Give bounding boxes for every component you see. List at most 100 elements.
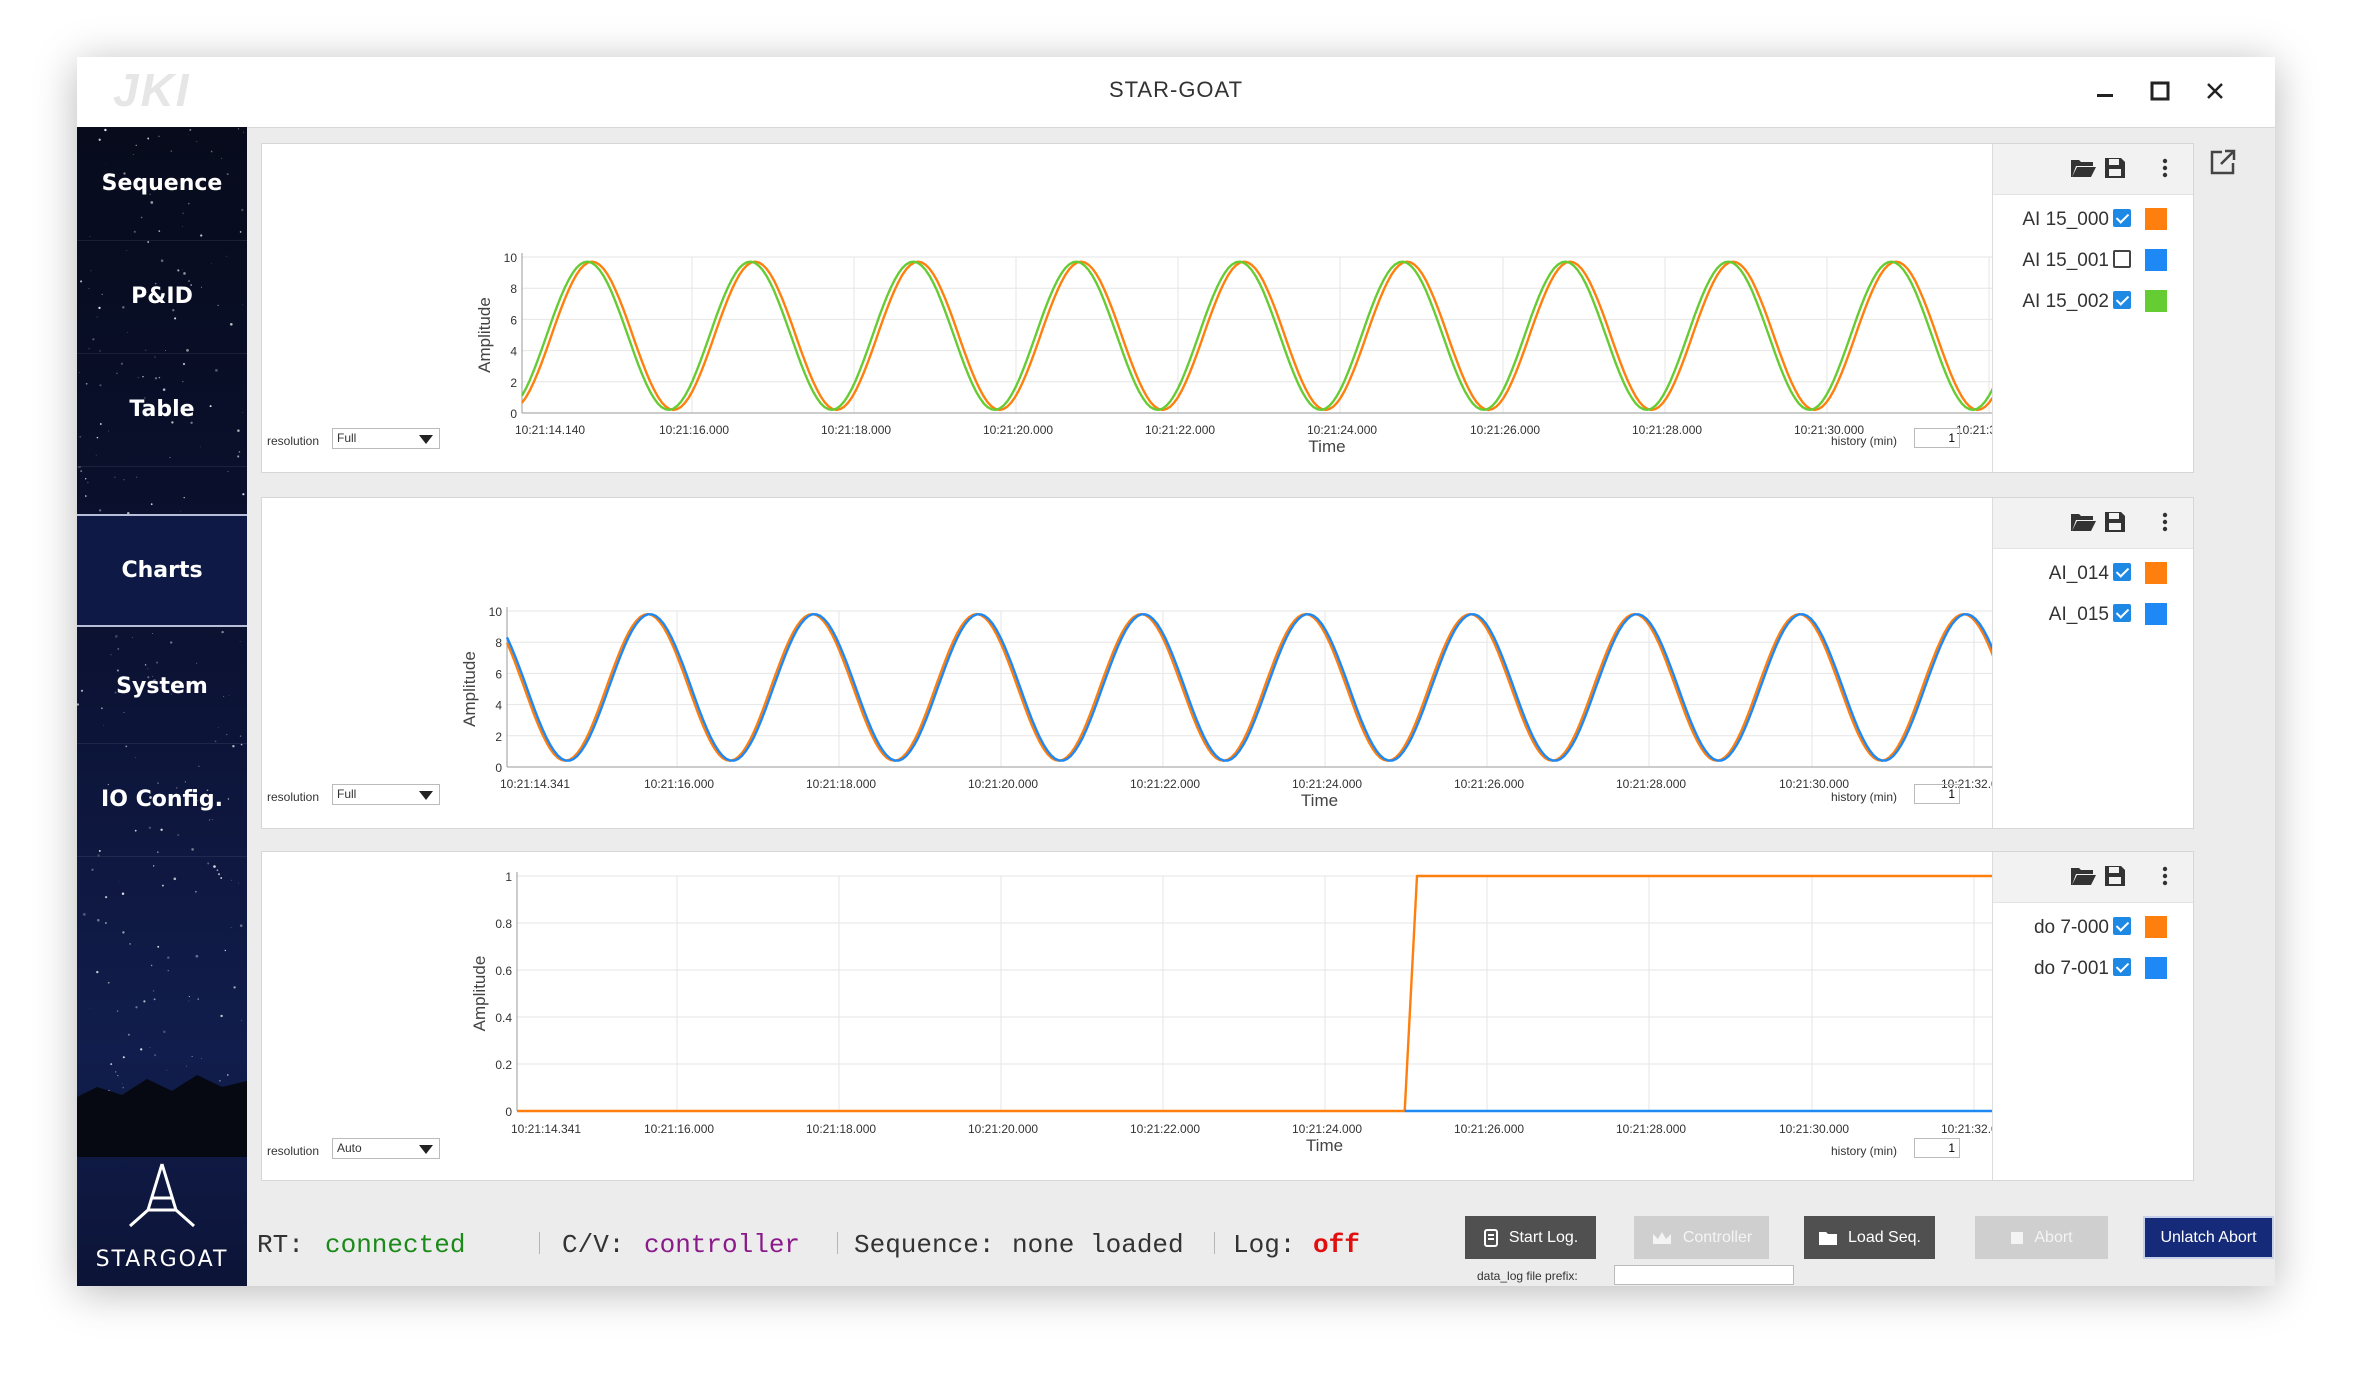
x-tick-label: 10:21:28.000 [1632, 423, 1702, 437]
status-divider [539, 1232, 540, 1254]
series-color-swatch[interactable] [2145, 957, 2167, 979]
save-button[interactable] [2103, 156, 2133, 182]
save-button[interactable] [2103, 510, 2133, 536]
star-dot [99, 384, 102, 387]
maximize-icon [2150, 81, 2170, 101]
legend-toolbar [1993, 144, 2193, 195]
minimize-button[interactable] [2083, 73, 2127, 109]
y-tick-label: 0.6 [495, 964, 512, 978]
start-log-button[interactable]: Start Log. [1465, 1216, 1596, 1259]
more-options-button[interactable] [2155, 864, 2175, 890]
unlatch-abort-button[interactable]: Unlatch Abort [2143, 1216, 2274, 1259]
chart-plot[interactable]: 0 2 4 6 8 10 10:21:14.341 10:21:16.000 10:21:18.… [262, 498, 1993, 828]
star-dot [196, 662, 198, 664]
x-tick-label: 10:21:30.000 [1779, 1122, 1849, 1136]
legend-item: do 7-000 [1993, 913, 2193, 943]
star-dot [96, 436, 99, 439]
star-dot [97, 854, 100, 857]
series-visibility-checkbox[interactable] [2113, 563, 2131, 581]
star-dot [110, 1063, 113, 1066]
legend-area: AI 15_000 AI 15_001 AI 15_002 [1992, 144, 2193, 472]
star-dot [190, 284, 193, 286]
star-dot [187, 202, 190, 205]
history-label: history (min) [1831, 1144, 1898, 1158]
app-window: JKI STAR-GOAT Sequence P&ID Table Charts… [77, 57, 2275, 1286]
more-options-button[interactable] [2155, 156, 2175, 182]
controller-button[interactable]: Controller [1634, 1216, 1769, 1259]
series-visibility-checkbox[interactable] [2113, 209, 2131, 227]
star-dot [140, 1048, 143, 1051]
abort-button[interactable]: Abort [1975, 1216, 2108, 1259]
legend-item: AI 15_002 [1993, 287, 2193, 317]
star-dot [224, 949, 227, 952]
series-visibility-checkbox[interactable] [2113, 917, 2131, 935]
star-dot [154, 282, 157, 285]
resolution-select[interactable]: Full [332, 784, 440, 805]
chart-plot[interactable]: 0 2 4 6 8 10 10:21:14.140 10:21:16.000 10:21:18.… [262, 144, 1993, 472]
star-dot [230, 927, 232, 929]
nav-system[interactable]: System [77, 630, 247, 744]
series-color-swatch[interactable] [2145, 208, 2167, 230]
external-link-icon [2210, 149, 2236, 175]
star-dot [232, 745, 235, 748]
series-color-swatch[interactable] [2145, 916, 2167, 938]
x-tick-label: 10:21:22.000 [1145, 423, 1215, 437]
nav-pid[interactable]: P&ID [77, 240, 247, 354]
nav-charts[interactable]: Charts [77, 514, 247, 627]
x-tick-label: 10:21:22.000 [1130, 1122, 1200, 1136]
star-dot [156, 661, 159, 664]
save-icon [2105, 158, 2125, 178]
chart-plot[interactable]: 0 0.2 0.4 0.6 0.8 1 10:21:14.341 10:21:16.000 10… [262, 852, 1993, 1180]
open-button[interactable] [2069, 156, 2099, 182]
log-status: off [1313, 1230, 1360, 1260]
star-dot [144, 664, 147, 666]
series-color-swatch[interactable] [2145, 562, 2167, 584]
data-log-prefix-input[interactable] [1614, 1265, 1794, 1285]
x-tick-label: 10:21:18.000 [821, 423, 891, 437]
star-dot [122, 1086, 124, 1089]
history-input[interactable]: 1 [1914, 784, 1960, 804]
star-dot [144, 410, 145, 412]
star-dot [226, 255, 228, 257]
load-seq-button[interactable]: Load Seq. [1804, 1216, 1935, 1259]
star-dot [166, 1069, 168, 1071]
maximize-button[interactable] [2138, 73, 2182, 109]
nav-pid-label: P&ID [131, 284, 193, 309]
series-color-swatch[interactable] [2145, 249, 2167, 271]
legend-item: do 7-001 [1993, 954, 2193, 984]
save-button[interactable] [2103, 864, 2133, 890]
history-input[interactable]: 1 [1914, 1138, 1960, 1158]
legend-series-name: do 7-000 [2033, 917, 2109, 938]
star-dot [118, 881, 120, 882]
star-dot [187, 134, 189, 136]
star-dot [114, 635, 118, 638]
series-visibility-checkbox[interactable] [2113, 250, 2131, 268]
star-dot [80, 280, 83, 283]
popout-button[interactable] [2208, 147, 2242, 181]
history-input[interactable]: 1 [1914, 428, 1960, 448]
open-button[interactable] [2069, 510, 2099, 536]
x-tick-label: 10:21:18.000 [806, 777, 876, 791]
series-visibility-checkbox[interactable] [2113, 604, 2131, 622]
nav-io-config[interactable]: IO Config. [77, 743, 247, 857]
nav-sequence[interactable]: Sequence [77, 127, 247, 241]
star-dot [116, 669, 119, 672]
more-options-button[interactable] [2155, 510, 2175, 536]
star-dot [171, 693, 173, 695]
y-tick-label: 0 [510, 407, 517, 421]
close-button[interactable] [2193, 73, 2237, 109]
series-visibility-checkbox[interactable] [2113, 958, 2131, 976]
star-dot [150, 201, 154, 204]
series-color-swatch[interactable] [2145, 290, 2167, 312]
series-color-swatch[interactable] [2145, 603, 2167, 625]
open-button[interactable] [2069, 864, 2099, 890]
star-dot [85, 382, 88, 385]
resolution-select[interactable]: Auto [332, 1138, 440, 1159]
save-icon [2105, 866, 2125, 886]
series-visibility-checkbox[interactable] [2113, 291, 2131, 309]
star-dot [242, 131, 244, 133]
x-tick-label: 10:21:16.000 [644, 1122, 714, 1136]
star-dot [170, 641, 173, 644]
nav-table[interactable]: Table [77, 353, 247, 467]
resolution-select[interactable]: Full [332, 428, 440, 449]
